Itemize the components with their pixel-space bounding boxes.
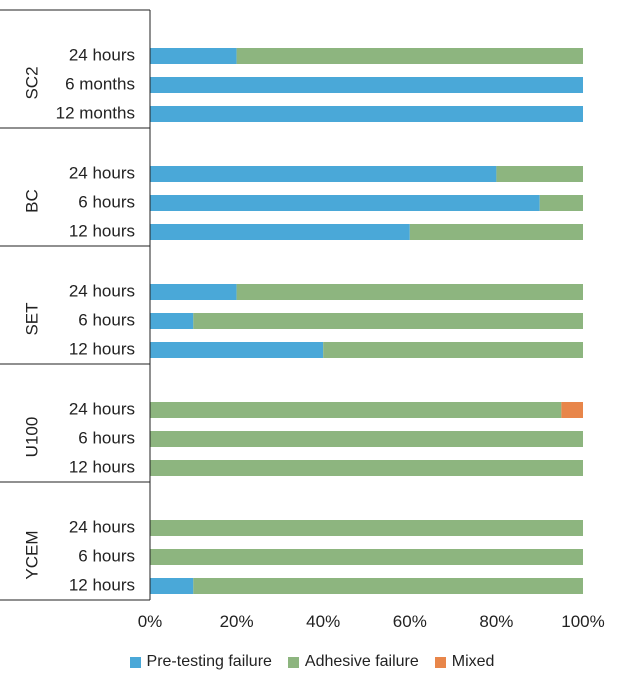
row-label: 24 hours <box>69 163 135 182</box>
row-label: 24 hours <box>69 517 135 536</box>
bar-segment-pre-testing-failure <box>150 106 583 122</box>
x-tick-label: 0% <box>138 612 163 631</box>
x-tick-label: 60% <box>393 612 427 631</box>
bar-segment-adhesive-failure <box>236 48 583 64</box>
row-label: 6 hours <box>78 428 135 447</box>
x-tick-label: 20% <box>220 612 254 631</box>
x-tick-label: 80% <box>479 612 513 631</box>
x-tick-label: 100% <box>561 612 604 631</box>
bar-segment-adhesive-failure <box>193 578 584 594</box>
bar-segment-pre-testing-failure <box>150 166 497 182</box>
bar-segment-adhesive-failure <box>409 224 583 240</box>
bar-segment-adhesive-failure <box>150 520 583 536</box>
bar-segment-pre-testing-failure <box>150 313 194 329</box>
row-label: 24 hours <box>69 45 135 64</box>
row-label: 12 months <box>56 103 135 122</box>
row-label: 12 hours <box>69 575 135 594</box>
bar-segment-adhesive-failure <box>236 284 583 300</box>
group-label-ycem: YCEM <box>22 530 41 579</box>
bar-segment-pre-testing-failure <box>150 578 194 594</box>
row-label: 6 hours <box>78 310 135 329</box>
bar-segment-pre-testing-failure <box>150 224 410 240</box>
bar-segment-adhesive-failure <box>193 313 584 329</box>
row-label: 24 hours <box>69 399 135 418</box>
legend-swatch-pre-testing-failure <box>129 656 141 668</box>
bar-segment-pre-testing-failure <box>150 342 324 358</box>
legend-item-mixed: Mixed <box>434 653 495 671</box>
bar-segment-adhesive-failure <box>150 460 583 476</box>
group-label-sc2: SC2 <box>22 66 41 99</box>
legend-label: Pre-testing failure <box>146 653 272 670</box>
row-label: 24 hours <box>69 281 135 300</box>
bar-segment-pre-testing-failure <box>150 77 583 93</box>
bar-segment-pre-testing-failure <box>150 284 237 300</box>
bar-segment-adhesive-failure <box>539 195 583 211</box>
bar-segment-mixed <box>561 402 583 418</box>
bar-segment-adhesive-failure <box>150 402 562 418</box>
legend-item-pre-testing-failure: Pre-testing failure <box>129 653 272 671</box>
legend-label: Mixed <box>451 653 495 670</box>
row-label: 12 hours <box>69 221 135 240</box>
legend-item-adhesive-failure: Adhesive failure <box>287 653 419 671</box>
bar-segment-adhesive-failure <box>150 431 583 447</box>
legend-swatch-adhesive-failure <box>287 656 299 668</box>
bar-segment-pre-testing-failure <box>150 48 237 64</box>
x-tick-label: 40% <box>306 612 340 631</box>
group-label-set: SET <box>22 302 41 335</box>
group-label-bc: BC <box>22 189 41 213</box>
bar-segment-adhesive-failure <box>323 342 583 358</box>
group-label-u100: U100 <box>22 417 41 458</box>
legend: Pre-testing failure Adhesive failure Mix… <box>0 650 624 674</box>
row-label: 12 hours <box>69 457 135 476</box>
bar-segment-adhesive-failure <box>496 166 583 182</box>
bar-segment-pre-testing-failure <box>150 195 540 211</box>
legend-swatch-mixed <box>434 656 446 668</box>
bar-segment-adhesive-failure <box>150 549 583 565</box>
row-label: 6 hours <box>78 546 135 565</box>
row-label: 12 hours <box>69 339 135 358</box>
row-label: 6 hours <box>78 192 135 211</box>
legend-label: Adhesive failure <box>304 653 419 670</box>
stacked-bar-chart: SC2 24 hours 6 months 12 months BC 24 hours 6 … <box>0 9 605 631</box>
row-label: 6 months <box>65 74 135 93</box>
